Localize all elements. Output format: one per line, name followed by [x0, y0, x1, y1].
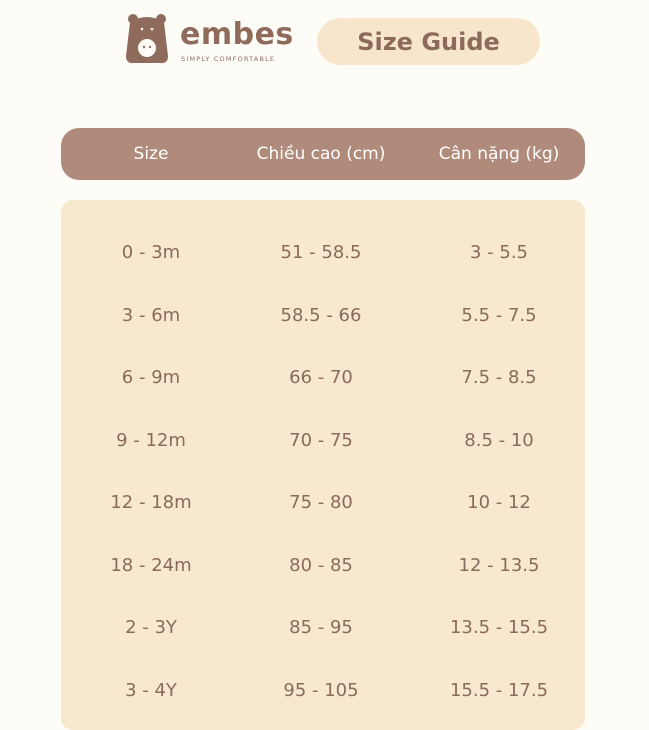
cell-height: 66 - 70 — [289, 367, 353, 388]
cell-weight: 12 - 13.5 — [458, 554, 540, 576]
cell-weight: 10 - 12 — [467, 492, 531, 513]
cell-size: 3 - 6m — [121, 304, 181, 326]
table-row: 12 - 18m 75 - 80 10 - 12 — [61, 488, 585, 518]
cell-height: 51 - 58.5 — [280, 242, 362, 263]
brand-logo: embes SIMPLY COMFORTABLE — [124, 12, 293, 68]
table-row: 9 - 12m 70 - 75 8.5 - 10 — [61, 426, 585, 456]
cell-height: 95 - 105 — [283, 679, 359, 701]
table-row: 6 - 9m 66 - 70 7.5 - 8.5 — [61, 363, 585, 393]
table-row: 0 - 3m 51 - 58.5 3 - 5.5 — [61, 238, 585, 268]
cell-size: 9 - 12m — [116, 429, 186, 451]
brand-name: embes — [180, 17, 294, 52]
page-title: Size Guide — [317, 18, 540, 65]
cell-size: 18 - 24m — [110, 554, 192, 576]
table-row: 18 - 24m 80 - 85 12 - 13.5 — [61, 551, 585, 581]
cell-height: 85 - 95 — [289, 617, 353, 638]
header-size: Size — [133, 144, 169, 164]
cell-size: 12 - 18m — [110, 492, 192, 513]
cell-weight: 3 - 5.5 — [469, 242, 529, 263]
header-height: Chiều cao (cm) — [256, 144, 386, 164]
table-header: Size Chiều cao (cm) Cân nặng (kg) — [61, 128, 585, 180]
cell-weight: 8.5 - 10 — [464, 429, 534, 451]
cell-height: 75 - 80 — [289, 492, 353, 513]
header-weight: Cân nặng (kg) — [438, 144, 560, 164]
cell-size: 2 - 3Y — [125, 617, 177, 638]
cell-size: 0 - 3m — [121, 242, 181, 263]
cell-weight: 7.5 - 8.5 — [461, 367, 537, 388]
size-table-body: 0 - 3m 51 - 58.5 3 - 5.5 3 - 6m 58.5 - 66 5.5… — [61, 200, 585, 730]
cell-size: 6 - 9m — [121, 367, 181, 388]
cell-height: 80 - 85 — [289, 554, 353, 576]
bear-logo-icon — [126, 14, 168, 64]
cell-weight: 5.5 - 7.5 — [461, 304, 537, 326]
cell-weight: 15.5 - 17.5 — [449, 679, 549, 701]
brand-tagline: SIMPLY COMFORTABLE — [181, 55, 276, 63]
table-row: 3 - 6m 58.5 - 66 5.5 - 7.5 — [61, 301, 585, 331]
cell-size: 3 - 4Y — [125, 679, 177, 701]
cell-height: 58.5 - 66 — [280, 304, 362, 326]
table-row: 2 - 3Y 85 - 95 13.5 - 15.5 — [61, 613, 585, 643]
cell-height: 70 - 75 — [289, 429, 353, 451]
cell-weight: 13.5 - 15.5 — [449, 617, 549, 638]
table-row: 3 - 4Y 95 - 105 15.5 - 17.5 — [61, 676, 585, 706]
